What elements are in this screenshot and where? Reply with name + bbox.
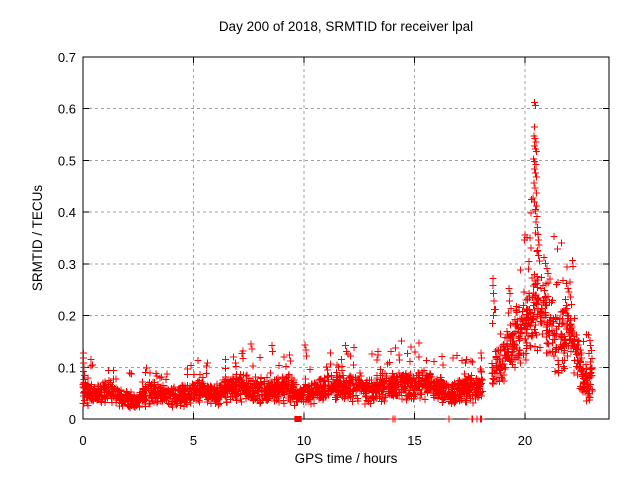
x-axis-title: GPS time / hours — [294, 451, 398, 466]
y-tick-label: 0.6 — [58, 102, 76, 117]
x-tick-label: 0 — [79, 433, 86, 448]
data-point-square — [295, 416, 302, 422]
chart-title: Day 200 of 2018, SRMTID for receiver lpa… — [218, 19, 474, 34]
y-tick-label: 0 — [69, 412, 76, 427]
y-tick-label: 0.1 — [58, 360, 76, 375]
y-tick-label: 0.4 — [58, 205, 76, 220]
y-tick-label: 0.5 — [58, 153, 76, 168]
y-tick-label: 0.2 — [58, 309, 76, 324]
y-tick-label: 0.3 — [58, 257, 76, 272]
x-tick-label: 10 — [297, 433, 311, 448]
y-tick-label: 0.7 — [58, 50, 76, 65]
x-tick-label: 15 — [407, 433, 421, 448]
x-tick-label: 20 — [518, 433, 532, 448]
data-points — [79, 99, 596, 423]
plot-border — [82, 56, 610, 420]
x-tick-label: 5 — [190, 433, 197, 448]
